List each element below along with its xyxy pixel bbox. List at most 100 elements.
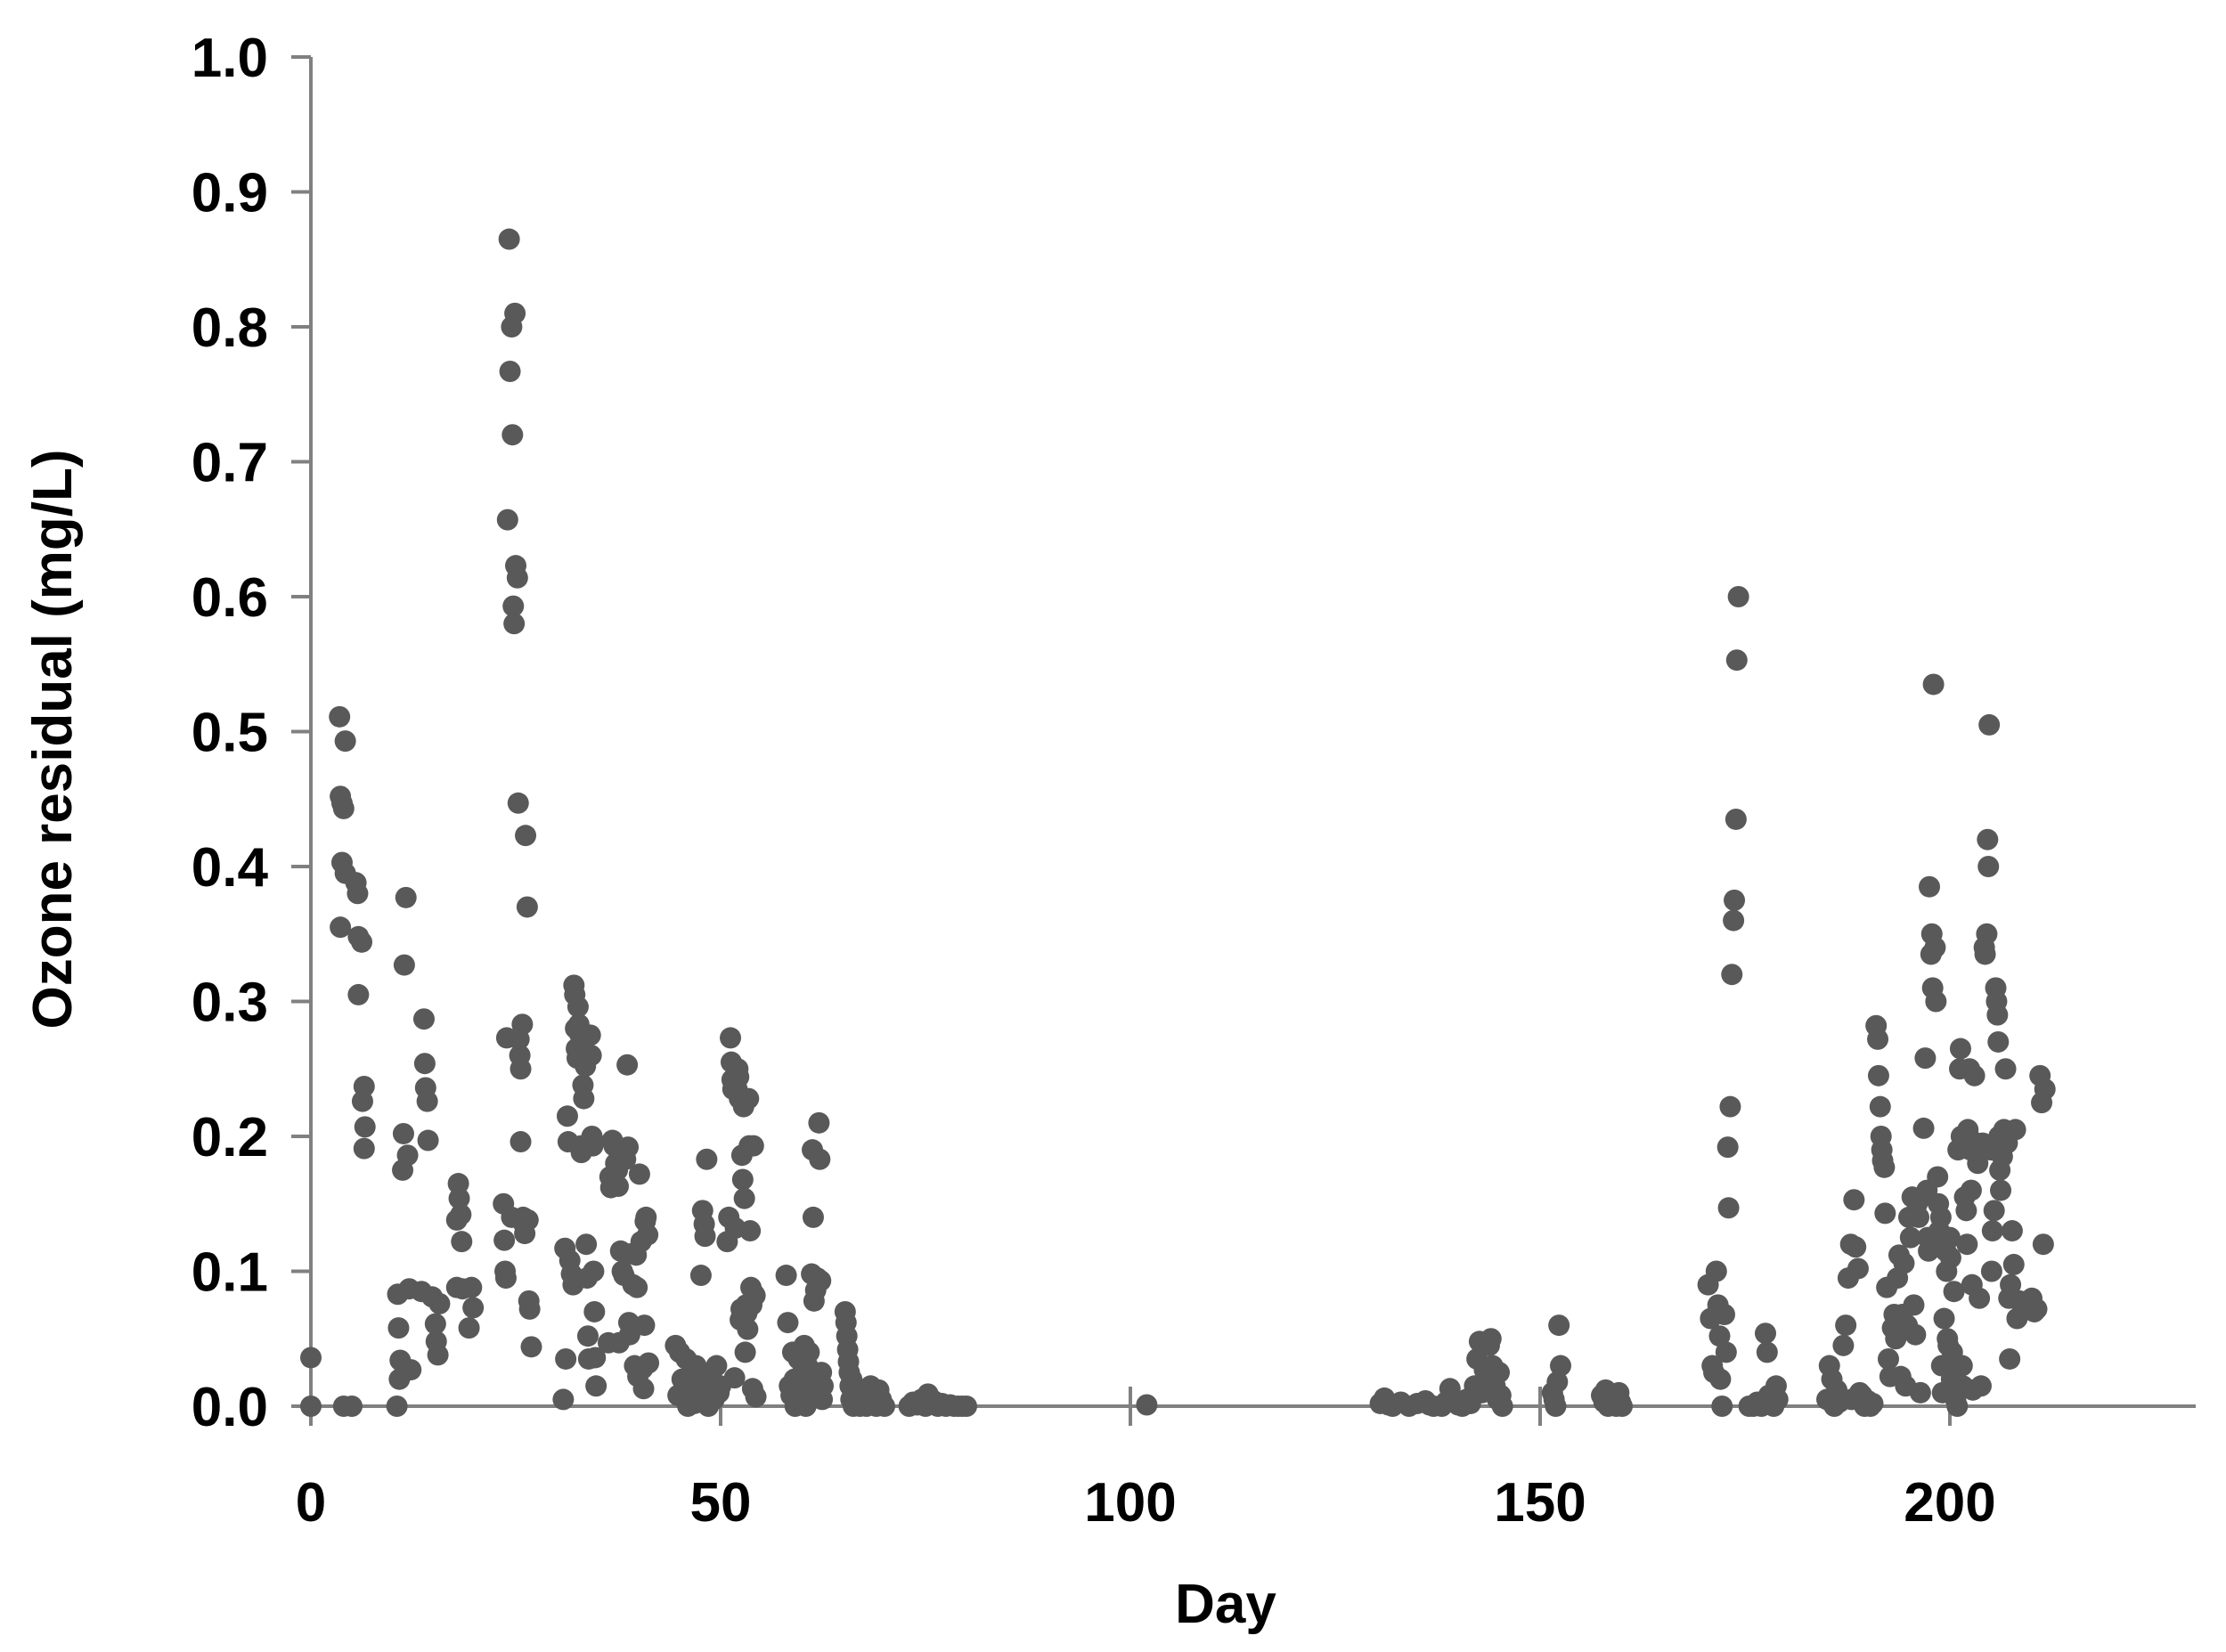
data-point <box>2002 1253 2025 1275</box>
data-point <box>416 1090 438 1112</box>
data-point <box>520 1336 542 1358</box>
data-point <box>1727 586 1749 607</box>
data-point <box>1862 1392 1884 1414</box>
data-point <box>1491 1396 1513 1417</box>
y-tick-label: 0.5 <box>192 703 268 764</box>
data-point <box>1967 1152 1989 1175</box>
data-point <box>1924 936 1946 958</box>
data-point <box>387 1317 410 1339</box>
data-point <box>1766 1388 1789 1411</box>
data-point <box>516 896 538 918</box>
tick-labels: 0.0 0.1 0.2 0.3 0.4 0.5 0.6 0.7 0.8 0.9 1.0 0 50 100 1… <box>192 28 1996 1534</box>
y-tick-label: 0.3 <box>192 972 268 1034</box>
data-point <box>386 1396 408 1417</box>
data-point <box>451 1231 473 1253</box>
data-point <box>510 1131 532 1153</box>
data-point <box>1899 1226 1921 1249</box>
data-point <box>1960 1179 1982 1201</box>
data-point <box>556 1105 578 1127</box>
data-point <box>517 1208 539 1231</box>
data-point <box>1908 1206 1930 1228</box>
data-point <box>585 1375 607 1397</box>
data-point <box>1867 1064 1889 1086</box>
data-point <box>351 931 373 953</box>
data-point <box>617 1136 640 1159</box>
data-point <box>461 1276 483 1298</box>
data-point <box>734 1341 756 1363</box>
data-point <box>1136 1394 1158 1416</box>
data-point <box>1919 875 1940 898</box>
data-point <box>428 1292 451 1314</box>
data-point <box>1939 1226 1961 1249</box>
data-point <box>1548 1314 1570 1337</box>
data-point <box>1845 1236 1867 1258</box>
data-point <box>567 996 589 1018</box>
data-point <box>1709 1368 1732 1390</box>
data-point <box>1719 1095 1741 1118</box>
data-point <box>637 1224 659 1246</box>
data-point <box>744 1284 766 1306</box>
data-point <box>583 1260 605 1282</box>
data-point <box>1480 1328 1502 1350</box>
data-point <box>1933 1307 1955 1330</box>
data-point <box>1550 1355 1571 1377</box>
data-point <box>1903 1294 1925 1316</box>
data-point <box>413 1053 436 1075</box>
data-point <box>1925 990 1947 1013</box>
data-point <box>1983 1200 2005 1222</box>
data-point <box>393 954 415 976</box>
data-point <box>1756 1341 1778 1363</box>
data-point <box>2001 1220 2023 1242</box>
data-point <box>1969 1375 1992 1397</box>
x-tick-label: 100 <box>1084 1472 1176 1534</box>
data-point <box>347 983 370 1005</box>
data-point <box>583 1300 606 1322</box>
data-point <box>1956 1233 1978 1256</box>
data-point <box>498 228 520 250</box>
data-point <box>626 1276 648 1298</box>
data-point <box>808 1111 830 1134</box>
data-point <box>580 1045 602 1067</box>
data-point <box>1939 1247 1961 1269</box>
data-point <box>1715 1341 1737 1363</box>
data-point <box>1974 943 1996 965</box>
data-point <box>1546 1371 1569 1393</box>
data-point <box>1705 1260 1727 1282</box>
data-point <box>1976 923 1998 945</box>
data-point <box>450 1203 472 1225</box>
data-point <box>1955 1200 1977 1222</box>
data-point <box>1912 1117 1935 1139</box>
data-point <box>1717 1197 1740 1219</box>
data-point <box>633 1314 656 1337</box>
y-tick-label: 0.4 <box>192 837 269 899</box>
y-tick-label: 0.8 <box>192 297 268 359</box>
data-point <box>810 1270 832 1292</box>
data-point <box>1999 1347 2021 1370</box>
data-point <box>573 1087 595 1110</box>
data-point <box>501 1206 523 1228</box>
data-point <box>2034 1078 2056 1100</box>
data-point <box>395 886 417 908</box>
data-point <box>1869 1095 1891 1118</box>
data-point <box>1847 1257 1869 1280</box>
data-point <box>1725 649 1748 671</box>
data-point <box>1714 1303 1735 1325</box>
data-point <box>507 792 529 814</box>
data-point <box>1914 1047 1937 1070</box>
data-point <box>584 1347 607 1369</box>
data-point <box>689 1265 712 1287</box>
data-point <box>458 1317 480 1339</box>
data-point <box>518 1298 541 1320</box>
data-point <box>1909 1381 1931 1404</box>
data-point <box>2032 1233 2054 1256</box>
data-point <box>1545 1396 1567 1417</box>
x-tick-label: 150 <box>1494 1472 1586 1534</box>
data-point <box>494 1267 517 1290</box>
data-point <box>1873 1156 1896 1178</box>
data-point <box>1867 1028 1889 1050</box>
data-point <box>576 1325 599 1347</box>
data-point <box>1725 808 1747 830</box>
data-point <box>1755 1322 1776 1345</box>
data-point <box>1874 1202 1896 1225</box>
data-point <box>1969 1287 1991 1309</box>
